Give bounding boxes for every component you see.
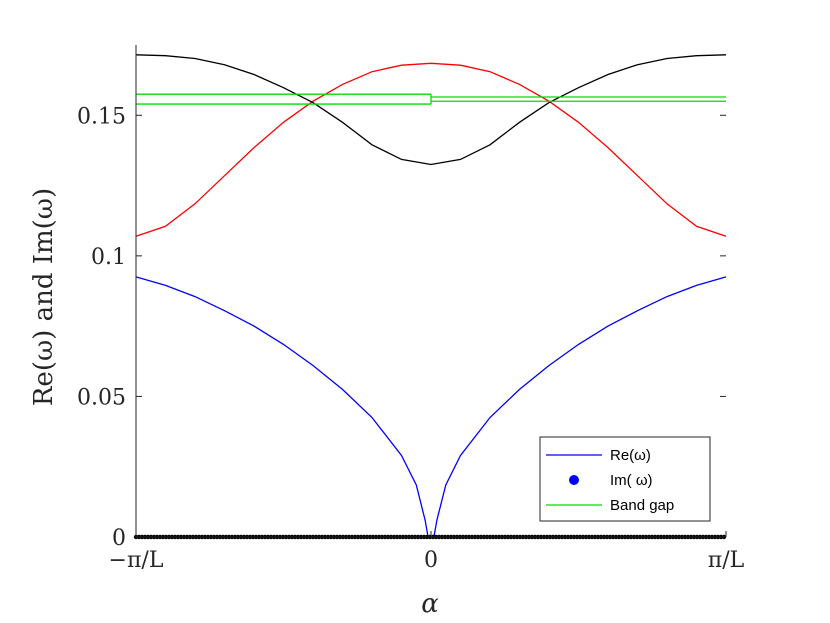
y-tick-label: 0 xyxy=(112,526,126,551)
plot-marks xyxy=(133,54,727,540)
legend-swatch-marker xyxy=(569,475,579,485)
legend-label: Im( ω) xyxy=(610,472,653,489)
y-tick-label: 0.15 xyxy=(77,104,126,129)
legend-label: Re(ω) xyxy=(610,447,651,464)
y-tick-label: 0.1 xyxy=(91,245,126,270)
tick-labels: 00.050.10.15−π/L 0 π/L xyxy=(77,104,745,573)
axes xyxy=(135,45,727,538)
series-line-0-1 xyxy=(433,276,727,538)
x-axis-label: α xyxy=(421,589,439,619)
y-tick-label: 0.05 xyxy=(77,385,126,410)
legend-label: Band gap xyxy=(610,497,674,514)
series-line-0-0 xyxy=(135,276,429,538)
series-line-2-0 xyxy=(135,54,727,166)
legend: Re(ω) Im( ω) Band gap xyxy=(539,436,711,522)
x-tick-label: −π/L xyxy=(109,548,164,573)
series-line-1-0 xyxy=(135,62,727,237)
x-tick-label: 0 xyxy=(424,548,438,573)
x-tick-label: π/L xyxy=(708,548,745,573)
legend-box xyxy=(539,436,711,522)
y-axis-label: Re(ω) and Im(ω) xyxy=(29,188,59,406)
